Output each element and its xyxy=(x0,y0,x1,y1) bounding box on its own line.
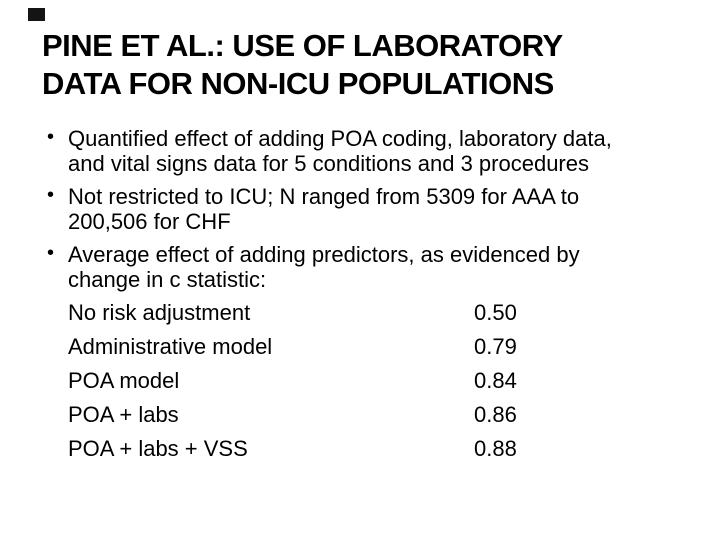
stat-row: POA model 0.84 xyxy=(43,368,703,393)
stat-value: 0.86 xyxy=(474,402,517,427)
stat-label: POA + labs xyxy=(68,402,179,427)
stat-row: No risk adjustment 0.50 xyxy=(43,300,703,325)
stat-label: POA + labs + VSS xyxy=(68,436,248,461)
c-statistic-table: No risk adjustment 0.50 Administrative m… xyxy=(43,300,703,461)
bullet-text-line: Average effect of adding predictors, as … xyxy=(68,242,580,267)
bullet-text-line: Not restricted to ICU; N ranged from 530… xyxy=(68,184,580,209)
bullet-item: • Quantified effect of adding POA coding… xyxy=(43,126,703,176)
stat-label: POA model xyxy=(68,368,180,393)
slide-title: PINE ET AL.: USE OF LABORATORY DATA FOR … xyxy=(42,27,563,103)
slide-title-line-2: DATA FOR NON-ICU POPULATIONS xyxy=(42,66,554,101)
slide-body: • Quantified effect of adding POA coding… xyxy=(43,126,703,470)
stat-value: 0.84 xyxy=(474,368,517,393)
stat-value: 0.79 xyxy=(474,334,517,359)
bullet-item: • Average effect of adding predictors, a… xyxy=(43,242,703,292)
bullet-text-line: 200,506 for CHF xyxy=(68,209,231,234)
bullet-text-line: and vital signs data for 5 conditions an… xyxy=(68,151,589,176)
stat-row: POA + labs 0.86 xyxy=(43,402,703,427)
bullet-icon: • xyxy=(47,184,55,206)
stat-row: Administrative model 0.79 xyxy=(43,334,703,359)
bullet-icon: • xyxy=(47,242,55,264)
bullet-text-line: change in c statistic: xyxy=(68,267,267,292)
bullet-text-line: Quantified effect of adding POA coding, … xyxy=(68,126,612,151)
stat-label: No risk adjustment xyxy=(68,300,251,325)
stat-label: Administrative model xyxy=(68,334,273,359)
bullet-icon: • xyxy=(47,126,55,148)
stat-value: 0.88 xyxy=(474,436,517,461)
stat-value: 0.50 xyxy=(474,300,517,325)
bullet-item: • Not restricted to ICU; N ranged from 5… xyxy=(43,184,703,234)
stat-row: POA + labs + VSS 0.88 xyxy=(43,436,703,461)
slide-title-line-1: PINE ET AL.: USE OF LABORATORY xyxy=(42,28,563,63)
slide-corner-square xyxy=(28,8,45,21)
